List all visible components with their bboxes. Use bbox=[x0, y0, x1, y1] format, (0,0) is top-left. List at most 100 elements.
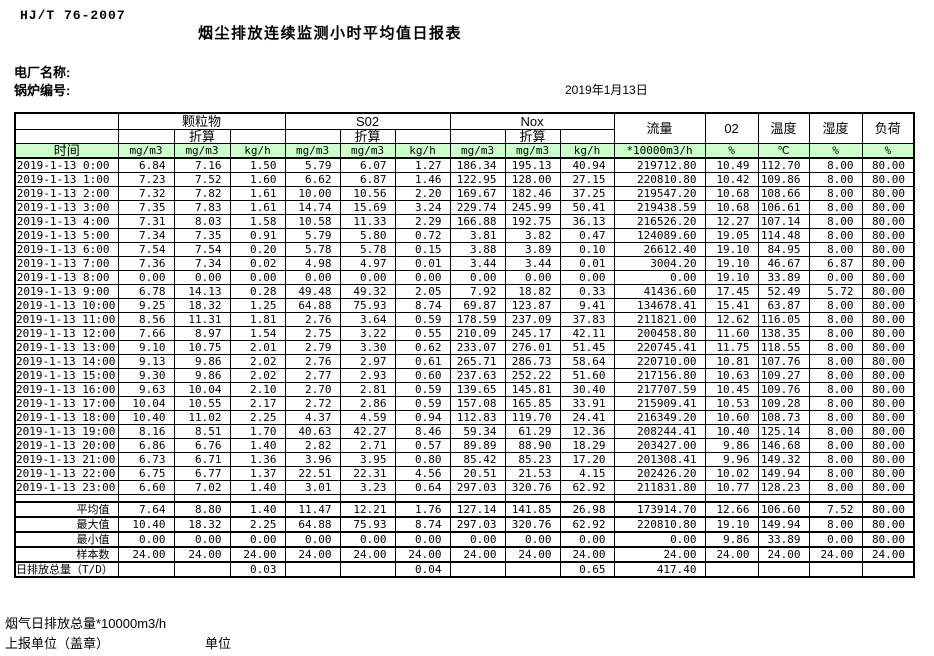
value-cell: 24.00 bbox=[339, 546, 396, 563]
unit-cell: mg/m3 bbox=[339, 142, 396, 159]
value-cell: 2.82 bbox=[284, 437, 341, 453]
value-cell: 24.00 bbox=[449, 546, 506, 563]
value-cell: 217156.80 bbox=[613, 367, 706, 383]
value-cell: 3.96 bbox=[284, 451, 341, 467]
value-cell: 297.03 bbox=[449, 479, 506, 495]
value-cell: 14.13 bbox=[173, 283, 231, 299]
value-cell: 0.00 bbox=[504, 269, 561, 285]
value-cell: 2.76 bbox=[284, 353, 341, 369]
value-cell: 10.42 bbox=[704, 171, 759, 187]
value-cell: 8.00 bbox=[808, 516, 863, 533]
time-cell: 2019-1-13 1:00 bbox=[14, 171, 119, 187]
value-cell: 7.35 bbox=[117, 199, 175, 215]
value-cell: 0.15 bbox=[394, 241, 451, 257]
value-cell: 6.84 bbox=[117, 157, 175, 173]
empty-cell bbox=[339, 493, 396, 503]
value-cell: 10.68 bbox=[704, 199, 759, 215]
value-cell: 24.00 bbox=[704, 546, 759, 563]
value-cell: 24.00 bbox=[117, 546, 175, 563]
value-cell: 122.95 bbox=[449, 171, 506, 187]
value-cell: 203427.00 bbox=[613, 437, 706, 453]
time-cell: 2019-1-13 3:00 bbox=[14, 199, 119, 215]
value-cell: 80.00 bbox=[861, 255, 915, 271]
value-cell: 1.40 bbox=[229, 479, 286, 495]
empty-cell bbox=[504, 493, 561, 503]
value-cell: 49.32 bbox=[339, 283, 396, 299]
time-cell: 2019-1-13 17:00 bbox=[14, 395, 119, 411]
value-cell: 10.75 bbox=[173, 339, 231, 355]
value-cell: 417.40 bbox=[613, 561, 706, 578]
value-cell: 24.00 bbox=[861, 546, 915, 563]
col-header-particulate: 颗粒物 bbox=[117, 112, 286, 130]
units-header-row: 时间 mg/m3 mg/m3 kg/h mg/m3 mg/m3 kg/h mg/… bbox=[14, 142, 915, 159]
value-cell: 8.00 bbox=[808, 185, 863, 201]
value-cell: 2.10 bbox=[229, 381, 286, 397]
value-cell: 2.01 bbox=[229, 339, 286, 355]
value-cell: 0.03 bbox=[229, 561, 286, 578]
value-cell: 109.27 bbox=[757, 367, 810, 383]
value-cell: 30.40 bbox=[559, 381, 615, 397]
value-cell: 80.00 bbox=[861, 353, 915, 369]
value-cell: 11.60 bbox=[704, 325, 759, 341]
value-cell: 6.77 bbox=[173, 465, 231, 481]
table-row: 2019-1-13 14:00 9.13 9.86 2.02 2.76 2.97 0.61 2… bbox=[14, 353, 915, 369]
value-cell: 4.98 bbox=[284, 255, 341, 271]
value-cell: 109.28 bbox=[757, 395, 810, 411]
value-cell: 9.86 bbox=[173, 367, 231, 383]
value-cell: 2.97 bbox=[339, 353, 396, 369]
table-row: 2019-1-13 3:00 7.35 7.83 1.61 14.74 15.69 3.24… bbox=[14, 199, 915, 215]
time-cell: 2019-1-13 14:00 bbox=[14, 353, 119, 369]
time-cell: 2019-1-13 8:00 bbox=[14, 269, 119, 285]
value-cell: 10.04 bbox=[117, 395, 175, 411]
value-cell: 0.00 bbox=[808, 269, 863, 285]
value-cell: 112.70 bbox=[757, 157, 810, 173]
value-cell: 6.71 bbox=[173, 451, 231, 467]
summary-row: 最小值 0.00 0.00 0.00 0.00 0.00 0.00 0.00 0.00 0.00 0… bbox=[14, 531, 915, 548]
value-cell: 15.41 bbox=[704, 297, 759, 313]
value-cell: 6.62 bbox=[284, 171, 341, 187]
value-cell: 220810.80 bbox=[613, 171, 706, 187]
value-cell: 220810.80 bbox=[613, 516, 706, 533]
value-cell: 245.99 bbox=[504, 199, 561, 215]
spacer-row bbox=[14, 493, 915, 503]
value-cell: 6.78 bbox=[117, 283, 175, 299]
table-row: 2019-1-13 7:00 7.36 7.34 0.02 4.98 4.97 0.01 3.… bbox=[14, 255, 915, 271]
value-cell: 5.72 bbox=[808, 283, 863, 299]
value-cell: 8.00 bbox=[808, 297, 863, 313]
value-cell: 7.66 bbox=[117, 325, 175, 341]
value-cell: 7.34 bbox=[173, 255, 231, 271]
value-cell: 128.23 bbox=[757, 479, 810, 495]
value-cell: 3.44 bbox=[449, 255, 506, 271]
value-cell: 216349.20 bbox=[613, 409, 706, 425]
unit-cell: kg/h bbox=[229, 142, 286, 159]
value-cell: 3.22 bbox=[339, 325, 396, 341]
value-cell: 0.00 bbox=[117, 531, 175, 548]
value-cell: 40.63 bbox=[284, 423, 341, 439]
value-cell: 2.70 bbox=[284, 381, 341, 397]
empty-cell bbox=[861, 493, 915, 503]
value-cell: 2.25 bbox=[229, 516, 286, 533]
row-label-cell: 日排放总量（T/D） bbox=[14, 561, 119, 578]
empty-cell bbox=[394, 128, 451, 144]
value-cell: 0.04 bbox=[394, 561, 451, 578]
value-cell: 80.00 bbox=[861, 297, 915, 313]
value-cell: 80.00 bbox=[861, 325, 915, 341]
table-row: 2019-1-13 6:00 7.54 7.54 0.20 5.78 5.78 0.15 3.… bbox=[14, 241, 915, 257]
value-cell: 182.46 bbox=[504, 185, 561, 201]
value-cell: 138.35 bbox=[757, 325, 810, 341]
value-cell: 21.53 bbox=[504, 465, 561, 481]
col-header-humidity: 湿度 bbox=[808, 112, 863, 144]
value-cell: 80.00 bbox=[861, 157, 915, 173]
value-cell: 17.45 bbox=[704, 283, 759, 299]
col-header-o2: 02 bbox=[704, 112, 759, 144]
col-header-nox: Nox bbox=[449, 112, 615, 130]
value-cell: 219712.80 bbox=[613, 157, 706, 173]
value-cell: 0.64 bbox=[394, 479, 451, 495]
value-cell: 149.32 bbox=[757, 451, 810, 467]
empty-cell bbox=[449, 493, 506, 503]
value-cell: 252.22 bbox=[504, 367, 561, 383]
value-cell: 3.95 bbox=[339, 451, 396, 467]
value-cell: 6.07 bbox=[339, 157, 396, 173]
value-cell: 141.85 bbox=[504, 501, 561, 518]
value-cell: 18.29 bbox=[559, 437, 615, 453]
